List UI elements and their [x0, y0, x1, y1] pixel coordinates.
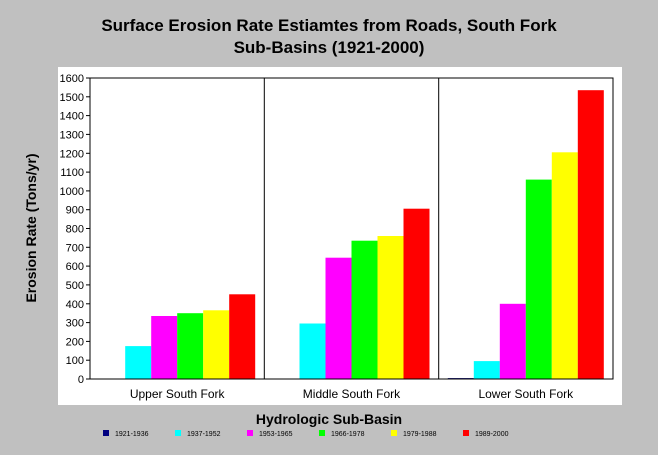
category-label: Upper South Fork [130, 387, 226, 401]
y-tick-label: 400 [66, 299, 84, 311]
y-axis-title: Erosion Rate (Tons/yr) [23, 153, 39, 302]
y-tick-label: 600 [66, 261, 84, 273]
legend-label: 1989-2000 [475, 431, 509, 438]
y-tick-label: 1600 [60, 73, 84, 85]
bar-1937-1952-1 [299, 323, 326, 379]
legend-swatch [247, 430, 253, 436]
y-tick-label: 200 [66, 336, 84, 348]
bar-1989-2000-0 [229, 294, 256, 379]
bar-1966-1978-1 [351, 240, 378, 379]
category-label: Lower South Fork [478, 387, 574, 401]
y-tick-label: 1300 [60, 129, 84, 141]
y-ticks: 0 100 200 300 400 500 600 700 800 900 1000 1100 1200… [60, 73, 90, 386]
legend-label: 1937-1952 [187, 431, 221, 438]
category-label: Middle South Fork [303, 387, 401, 401]
category-labels: Upper South Fork Middle South Fork Lower S… [130, 387, 574, 401]
bar-1953-1965-0 [151, 316, 178, 379]
bar-1966-1978-0 [177, 313, 204, 379]
bar-1989-2000-2 [577, 90, 604, 379]
legend-label: 1921-1936 [115, 431, 149, 438]
bar-1966-1978-2 [525, 179, 552, 379]
bar-1937-1952-0 [125, 346, 152, 379]
chart-title-line-2: Sub-Basins (1921-2000) [234, 38, 425, 57]
y-tick-label: 100 [66, 355, 84, 367]
y-tick-label: 0 [78, 374, 84, 386]
bar-1979-1988-0 [203, 310, 230, 379]
legend: 1921-1936 1937-1952 1953-1965 1966-1978 1979… [103, 430, 509, 438]
bar-1937-1952-2 [473, 361, 500, 379]
y-tick-label: 1500 [60, 92, 84, 104]
legend-swatch [391, 430, 397, 436]
legend-swatch [463, 430, 469, 436]
bar-1953-1965-1 [325, 257, 352, 379]
legend-label: 1979-1988 [403, 431, 437, 438]
legend-swatch [175, 430, 181, 436]
bar-1979-1988-1 [377, 236, 404, 379]
y-tick-label: 800 [66, 224, 84, 236]
y-tick-label: 1400 [60, 111, 84, 123]
bar-1953-1965-2 [499, 303, 526, 380]
bar-1979-1988-2 [551, 152, 578, 379]
legend-label: 1953-1965 [259, 431, 293, 438]
bar-1989-2000-1 [403, 208, 430, 379]
y-tick-label: 900 [66, 205, 84, 217]
x-axis-title: Hydrologic Sub-Basin [256, 411, 402, 427]
y-tick-label: 1000 [60, 186, 84, 198]
y-tick-label: 300 [66, 318, 84, 330]
y-tick-label: 1200 [60, 148, 84, 160]
legend-label: 1966-1978 [331, 431, 365, 438]
y-tick-label: 700 [66, 242, 84, 254]
bars-layer [125, 90, 604, 380]
chart-title-line-1: Surface Erosion Rate Estiamtes from Road… [101, 16, 557, 35]
y-tick-label: 1100 [60, 167, 84, 179]
legend-swatch [319, 430, 325, 436]
y-tick-label: 500 [66, 280, 84, 292]
legend-swatch [103, 430, 109, 436]
